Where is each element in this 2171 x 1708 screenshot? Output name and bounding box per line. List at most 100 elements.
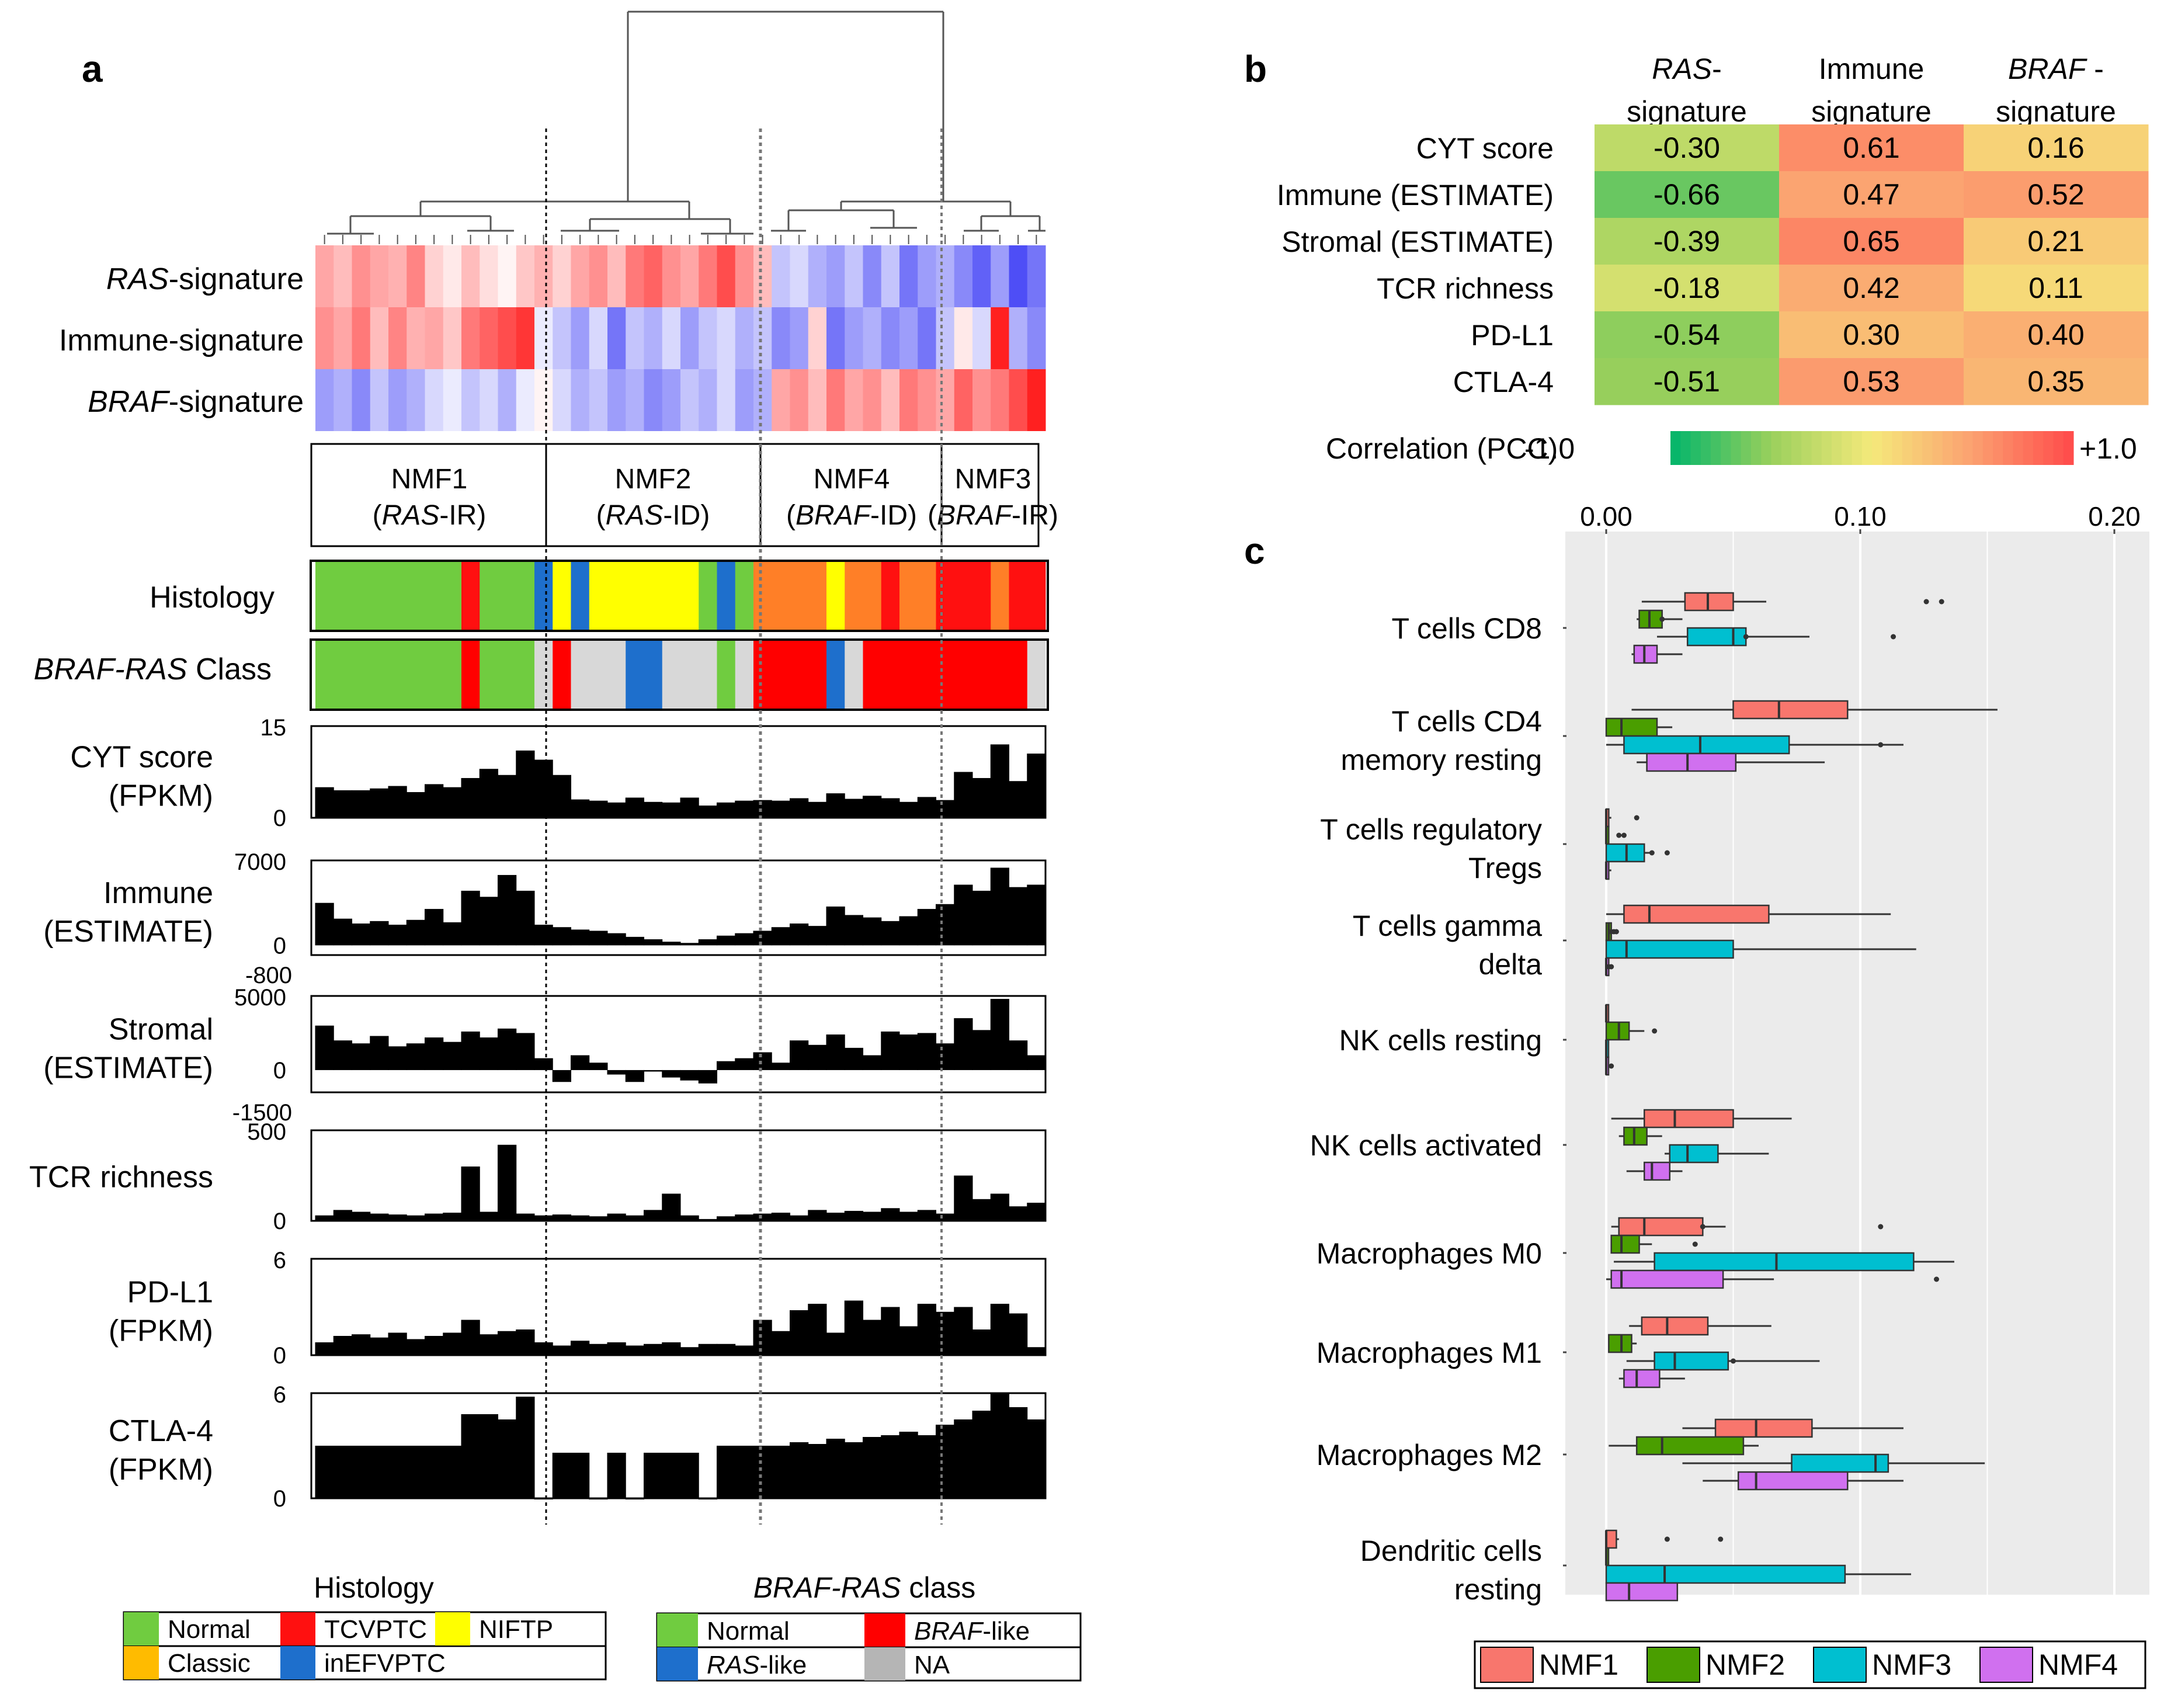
- strip-cell: [388, 640, 407, 710]
- heatmap-cell: [790, 369, 809, 431]
- column-header-rest: Immune: [1819, 53, 1925, 85]
- cluster-subtitle-post: -IR): [1012, 500, 1058, 531]
- bar: [625, 1215, 644, 1221]
- strip-cell: [881, 561, 900, 631]
- bar: [589, 1344, 608, 1355]
- box: [1684, 592, 1734, 612]
- bar: [899, 801, 918, 818]
- correlation-value: 0.61: [1843, 131, 1899, 164]
- strip-cell: [516, 561, 535, 631]
- boxplot-group: [1637, 609, 1683, 629]
- bar: [516, 1329, 535, 1355]
- bar: [954, 1175, 973, 1221]
- heatmap-cell: [607, 245, 626, 307]
- x-tick-label: 0.00: [1580, 501, 1632, 532]
- strip-cell: [626, 640, 644, 710]
- bar: [461, 777, 480, 818]
- heatmap-cell: [991, 245, 1009, 307]
- heatmap-cell: [553, 369, 571, 431]
- bar: [370, 788, 389, 818]
- heatmap-cell: [808, 369, 827, 431]
- bar: [917, 1210, 936, 1221]
- track-ymax: 500: [247, 1119, 286, 1145]
- category-label-line2: memory resting: [1340, 744, 1542, 776]
- strip-cell: [699, 640, 717, 710]
- bar: [808, 1304, 827, 1355]
- heatmap-cell: [498, 245, 517, 307]
- bar: [990, 744, 1009, 818]
- boxplot-group: [1605, 1582, 1679, 1602]
- heatmap-cell: [571, 245, 590, 307]
- colorbar-segment: [1690, 431, 1701, 465]
- cluster-subtitle-post: -ID): [663, 500, 710, 531]
- heatmap-cell: [662, 245, 681, 307]
- strip-cell: [425, 561, 444, 631]
- correlation-cell: [1779, 218, 1964, 265]
- bar-tracks: 15 0 CYT score (FPKM) 7000 0 -800 Immune (ESTIMA…: [29, 715, 1047, 1512]
- bar: [607, 1342, 626, 1355]
- correlation-value: 0.40: [2027, 318, 2084, 351]
- column-header-rest: -: [1712, 53, 1722, 85]
- signature-label: Immune-signature: [59, 324, 304, 357]
- heatmap-cell: [553, 307, 571, 369]
- colorbar-segment: [2013, 431, 2024, 465]
- bar: [406, 1043, 425, 1070]
- heatmap-cell: [480, 245, 498, 307]
- bar: [808, 926, 827, 946]
- bar: [333, 1446, 352, 1498]
- heatmap-cell: [954, 369, 973, 431]
- bar: [589, 800, 608, 818]
- boxplot-group: [1605, 1564, 1911, 1584]
- bar: [826, 1332, 845, 1355]
- column-header-rest: -: [2086, 53, 2104, 85]
- bar: [479, 1037, 498, 1070]
- track-extra: -800: [245, 963, 292, 988]
- colorbar-segment: [2003, 431, 2013, 465]
- strip-cell: [571, 561, 590, 631]
- bar: [406, 792, 425, 818]
- box: [1714, 1418, 1813, 1438]
- strip-cell: [991, 561, 1009, 631]
- strip-cell: [972, 640, 991, 710]
- bar: [1027, 1347, 1046, 1355]
- bar: [571, 1055, 590, 1070]
- heatmap-cell: [461, 245, 480, 307]
- colorbar-segment: [1700, 431, 1711, 465]
- heatmap-cell: [753, 245, 772, 307]
- heatmap-cell: [443, 307, 462, 369]
- boxplot-group: [1605, 1004, 1610, 1023]
- heatmap-cell: [370, 307, 389, 369]
- bar: [680, 1070, 699, 1081]
- outlier: [1664, 1536, 1670, 1542]
- signature-labels: RAS-signatureImmune-signatureBRAF-signat…: [59, 262, 304, 419]
- bar: [863, 917, 882, 946]
- strip-cell: [918, 561, 936, 631]
- bar: [534, 759, 553, 818]
- bar: [498, 1028, 517, 1070]
- box: [1610, 1234, 1640, 1254]
- bar: [698, 1070, 717, 1084]
- bar: [425, 1446, 444, 1498]
- legend-swatch: [1480, 1647, 1534, 1683]
- correlation-value: -0.39: [1654, 225, 1720, 258]
- bar: [698, 1344, 717, 1355]
- strip-border: [310, 560, 1049, 632]
- bar: [863, 796, 882, 818]
- outlier: [1692, 1241, 1698, 1247]
- track-label-sub: (ESTIMATE): [43, 915, 213, 949]
- strip-cell: [553, 640, 571, 710]
- bar: [954, 1419, 973, 1498]
- panel-c: 0.00 0.10 0.20 T cells CD8 T cells CD4 memor…: [1310, 501, 2149, 1689]
- legend-swatch: [1979, 1647, 2033, 1683]
- bar: [461, 1167, 480, 1221]
- boxplot-group: [1605, 922, 1619, 942]
- boxplot-group: [1629, 1316, 1771, 1336]
- legend-label-italic: RAS: [707, 1651, 759, 1679]
- row-label: Immune (ESTIMATE): [1277, 179, 1554, 211]
- bar: [662, 942, 681, 946]
- heatmap-cell: [918, 245, 936, 307]
- bar: [589, 1216, 608, 1221]
- bar: [954, 1018, 973, 1070]
- heatmap-cell: [1027, 307, 1046, 369]
- track-extra: -1500: [232, 1100, 292, 1126]
